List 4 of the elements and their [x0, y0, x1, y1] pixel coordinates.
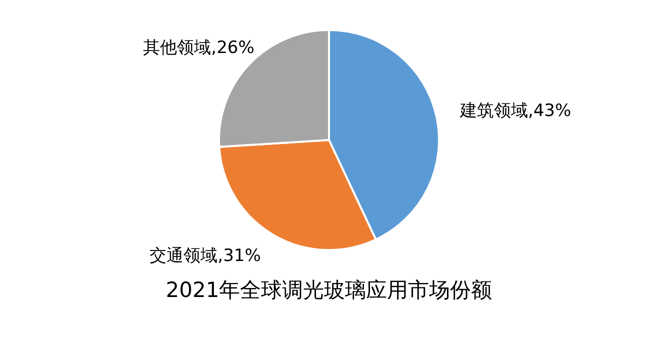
- text: 2021年全球调光玻璃应用市场份额: [166, 278, 492, 302]
- slice-label: 交通领域,31%: [150, 244, 261, 268]
- slice-label: 其他领域,26%: [143, 37, 254, 60]
- slice-label: 建筑领域,43%: [460, 100, 572, 123]
